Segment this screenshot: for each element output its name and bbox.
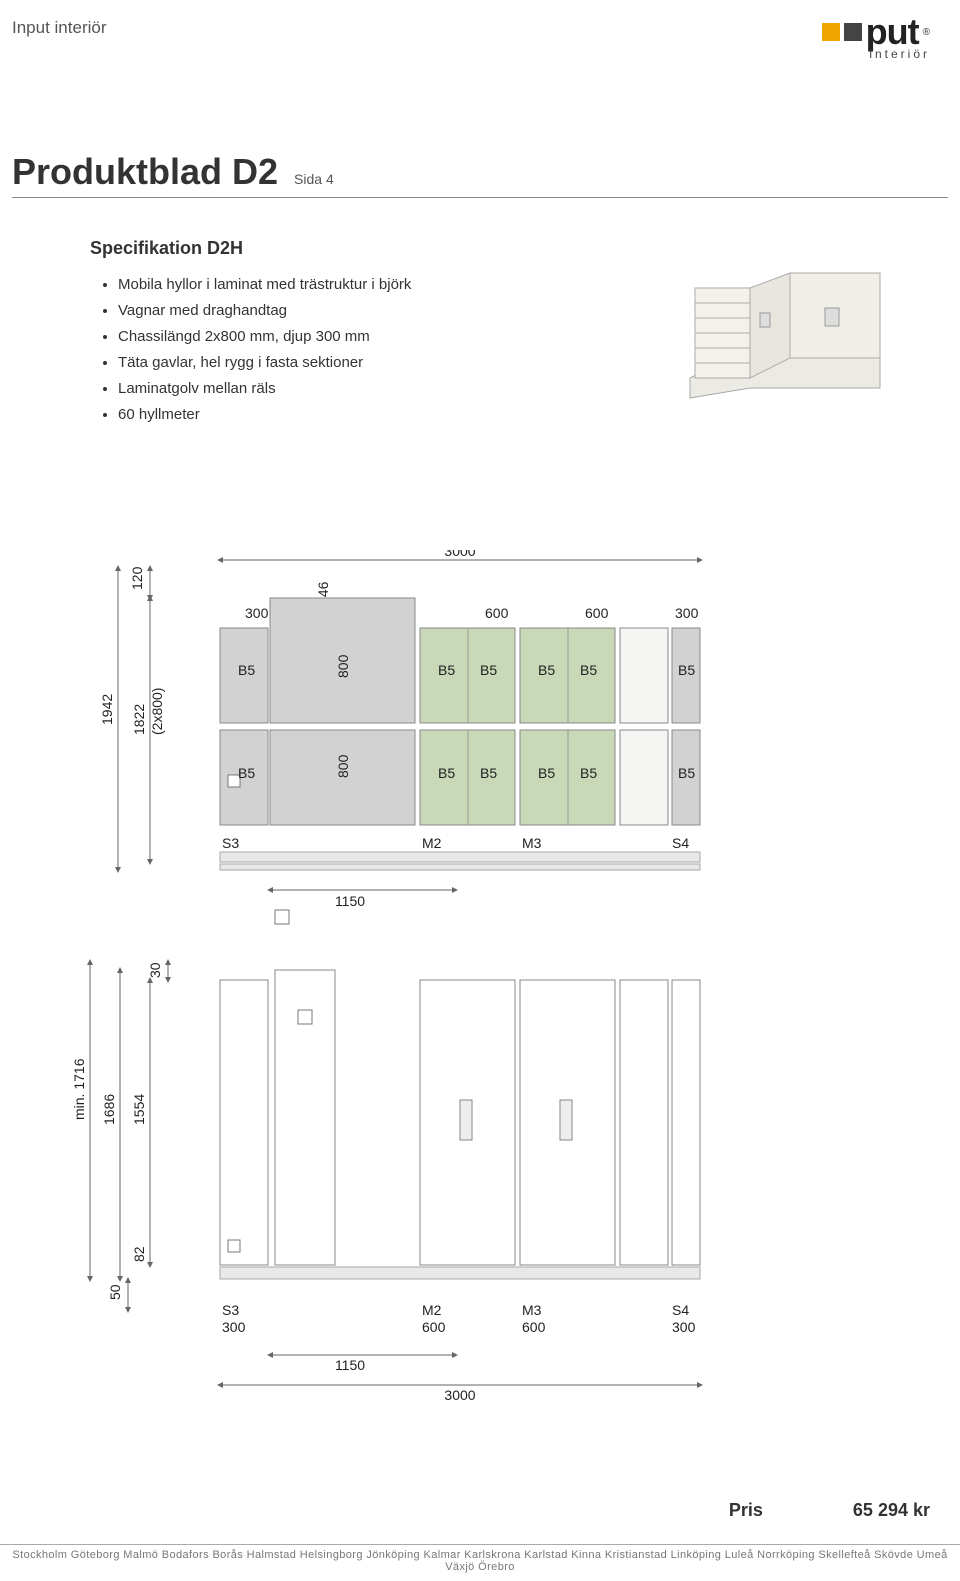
svg-text:82: 82 <box>131 1246 147 1262</box>
front-view-diagram: 30 min. 1716 1686 1554 82 50 S3 <box>71 962 700 1403</box>
price-row: Pris 65 294 kr <box>729 1500 930 1521</box>
svg-text:B5: B5 <box>580 662 597 678</box>
spec-item: Chassilängd 2x800 mm, djup 300 mm <box>118 325 610 349</box>
footer-cities: Stockholm Göteborg Malmö Bodafors Borås … <box>0 1544 960 1573</box>
spec-block: Specifikation D2H Mobila hyllor i lamina… <box>90 238 610 427</box>
svg-text:600: 600 <box>485 605 509 621</box>
svg-text:B5: B5 <box>480 765 497 781</box>
svg-text:S4: S4 <box>672 835 689 851</box>
svg-text:B5: B5 <box>538 765 555 781</box>
spec-list: Mobila hyllor i laminat med trästruktur … <box>118 273 610 427</box>
svg-text:B5: B5 <box>238 662 255 678</box>
svg-text:30: 30 <box>147 962 163 978</box>
svg-text:1942: 1942 <box>99 694 115 725</box>
logo-square-orange <box>822 23 840 41</box>
logo: put ® interiör <box>822 18 930 61</box>
spec-item: Mobila hyllor i laminat med trästruktur … <box>118 273 610 297</box>
svg-text:B5: B5 <box>438 662 455 678</box>
spec-item: 60 hyllmeter <box>118 403 610 427</box>
svg-text:50: 50 <box>107 1284 123 1300</box>
svg-text:M3: M3 <box>522 1302 542 1318</box>
svg-text:800: 800 <box>335 654 351 678</box>
svg-text:S4: S4 <box>672 1302 689 1318</box>
svg-text:1554: 1554 <box>131 1094 147 1125</box>
svg-text:300: 300 <box>675 605 699 621</box>
logo-subtext: interiör <box>869 47 930 61</box>
svg-text:B5: B5 <box>678 765 695 781</box>
product-3d-render <box>680 258 900 408</box>
svg-text:B5: B5 <box>480 662 497 678</box>
price-value: 65 294 kr <box>853 1500 930 1521</box>
technical-diagrams: 3000 120 146 300 600 600 300 B5 B5 B5 B5… <box>70 550 890 1450</box>
spec-item: Täta gavlar, hel rygg i fasta sektioner <box>118 351 610 375</box>
svg-text:1150: 1150 <box>335 1357 365 1373</box>
svg-text:M2: M2 <box>422 835 442 851</box>
svg-text:(2x800): (2x800) <box>149 688 165 735</box>
logo-square-dark <box>844 23 862 41</box>
svg-text:B5: B5 <box>678 662 695 678</box>
svg-text:S3: S3 <box>222 835 239 851</box>
svg-text:B5: B5 <box>580 765 597 781</box>
logo-reg: ® <box>923 27 930 38</box>
svg-text:800: 800 <box>335 754 351 778</box>
svg-text:B5: B5 <box>438 765 455 781</box>
svg-text:600: 600 <box>422 1319 446 1335</box>
company-name: Input interiör <box>12 18 107 38</box>
page-number: Sida 4 <box>294 171 334 187</box>
logo-text: put <box>866 18 919 47</box>
header: Input interiör put ® interiör <box>0 0 960 61</box>
svg-text:300: 300 <box>672 1319 696 1335</box>
svg-text:3000: 3000 <box>444 1387 475 1403</box>
svg-text:600: 600 <box>522 1319 546 1335</box>
svg-text:120: 120 <box>129 566 145 590</box>
svg-text:min. 1716: min. 1716 <box>71 1058 87 1120</box>
title-row: Produktblad D2 Sida 4 <box>12 151 948 198</box>
svg-text:M2: M2 <box>422 1302 442 1318</box>
svg-text:1150: 1150 <box>335 893 365 909</box>
svg-text:M3: M3 <box>522 835 542 851</box>
svg-text:600: 600 <box>585 605 609 621</box>
svg-text:300: 300 <box>245 605 269 621</box>
price-label: Pris <box>729 1500 763 1521</box>
svg-text:S3: S3 <box>222 1302 239 1318</box>
svg-text:3000: 3000 <box>444 550 475 559</box>
svg-text:B5: B5 <box>538 662 555 678</box>
page-title: Produktblad D2 <box>12 151 278 193</box>
svg-text:1822: 1822 <box>131 704 147 735</box>
svg-text:B5: B5 <box>238 765 255 781</box>
top-view-diagram: 3000 120 146 300 600 600 300 B5 B5 B5 B5… <box>99 550 700 924</box>
svg-text:300: 300 <box>222 1319 246 1335</box>
spec-item: Laminatgolv mellan räls <box>118 377 610 401</box>
spec-item: Vagnar med draghandtag <box>118 299 610 323</box>
spec-heading: Specifikation D2H <box>90 238 610 259</box>
svg-text:1686: 1686 <box>101 1094 117 1125</box>
